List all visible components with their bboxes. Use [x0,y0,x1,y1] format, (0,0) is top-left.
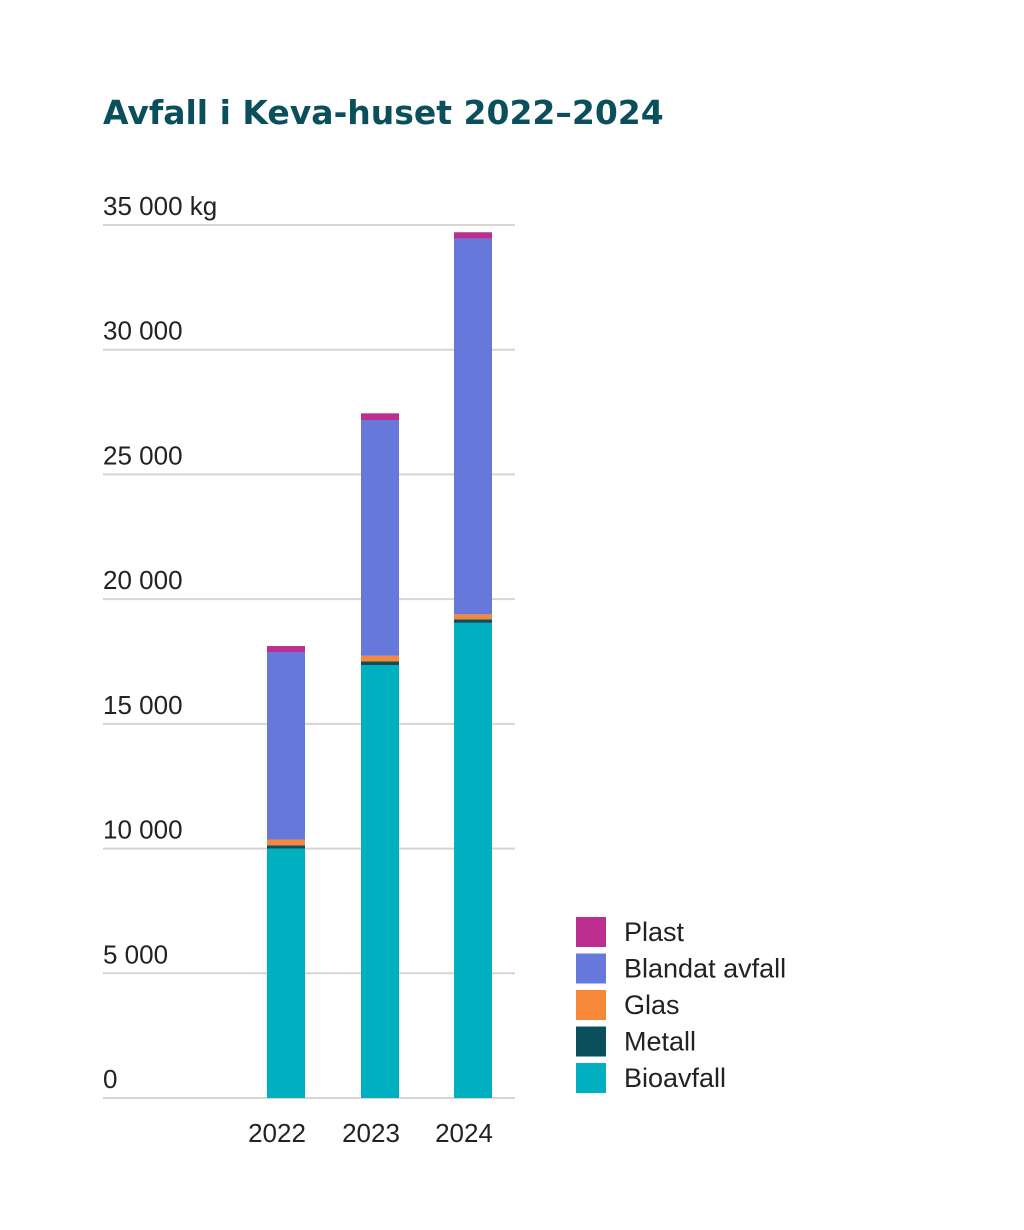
legend-label: Bioavfall [624,1063,726,1093]
y-axis-tick-labels: 0 5 000 10 000 15 000 20 000 25 000 30 000 35 0… [103,191,217,1094]
bar-segment-bioavfall [454,622,492,1098]
bar-segment-metall [454,619,492,623]
legend-swatch [576,1063,606,1093]
y-tick-label: 30 000 [103,316,183,346]
bar-segment-glas [267,839,305,846]
bar-segment-blandat-avfall [267,652,305,840]
legend-label: Plast [624,917,685,947]
y-tick-label: 25 000 [103,440,183,470]
x-tick-label: 2024 [435,1118,493,1148]
bar-segment-plast [361,413,399,421]
bars [267,232,492,1098]
bar-segment-bioavfall [361,665,399,1098]
bar-segment-metall [361,661,399,666]
legend: Plast Blandat avfall Glas Metall Bioavfall [576,917,786,1093]
legend-swatch [576,1026,606,1057]
y-tick-label: 10 000 [103,815,183,845]
bar-segment-glas [454,614,492,620]
bar-segment-glas [361,655,399,662]
x-tick-label: 2023 [342,1118,400,1148]
y-tick-label: 35 000 kg [103,191,217,221]
gridlines [103,224,515,1099]
bar-segment-plast [454,232,492,239]
chart-title: Avfall i Keva-huset 2022–2024 [103,93,664,132]
y-tick-label: 15 000 [103,690,183,720]
bar-segment-metall [267,845,305,849]
legend-swatch [576,990,606,1020]
legend-label: Metall [624,1027,696,1057]
legend-label: Glas [624,990,680,1020]
y-tick-label: 20 000 [103,565,183,595]
bar-segment-bioavfall [267,848,305,1098]
bar-stack-2023 [361,413,399,1098]
x-tick-label: 2022 [248,1118,306,1148]
y-tick-label: 5 000 [103,939,168,969]
bar-stack-2024 [454,232,492,1098]
bar-segment-blandat-avfall [361,420,399,656]
y-tick-label: 0 [103,1064,117,1094]
legend-label: Blandat avfall [624,954,786,984]
legend-swatch [576,917,606,947]
legend-swatch [576,953,606,984]
bar-stack-2022 [267,646,305,1098]
x-axis-tick-labels: 2022 2023 2024 [248,1118,493,1148]
bar-segment-blandat-avfall [454,238,492,615]
bar-segment-plast [267,646,305,653]
